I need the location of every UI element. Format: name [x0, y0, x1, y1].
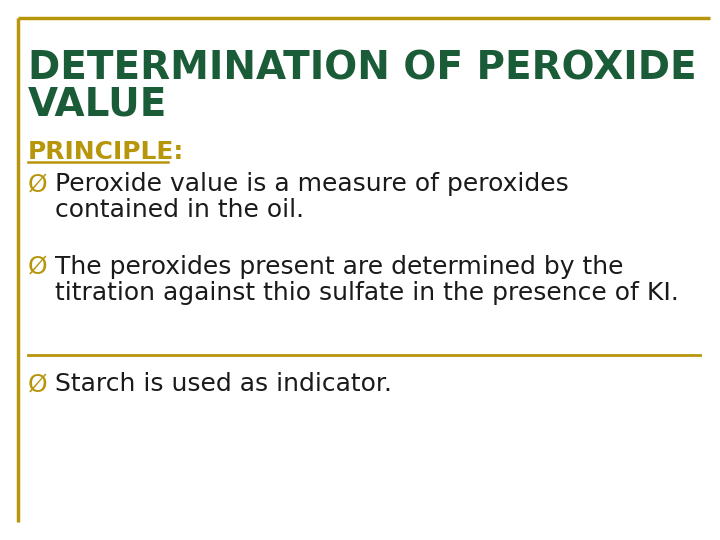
Text: Ø: Ø [28, 372, 48, 396]
Text: DETERMINATION OF PEROXIDE: DETERMINATION OF PEROXIDE [28, 50, 697, 88]
Text: Starch is used as indicator.: Starch is used as indicator. [55, 372, 392, 396]
Text: Peroxide value is a measure of peroxides: Peroxide value is a measure of peroxides [55, 172, 569, 196]
Text: contained in the oil.: contained in the oil. [55, 198, 304, 222]
Text: titration against thio sulfate in the presence of KI.: titration against thio sulfate in the pr… [55, 281, 679, 305]
Text: PRINCIPLE:: PRINCIPLE: [28, 140, 184, 164]
Text: The peroxides present are determined by the: The peroxides present are determined by … [55, 255, 624, 279]
Text: Ø: Ø [28, 172, 48, 196]
Text: VALUE: VALUE [28, 85, 167, 123]
Text: Ø: Ø [28, 255, 48, 279]
